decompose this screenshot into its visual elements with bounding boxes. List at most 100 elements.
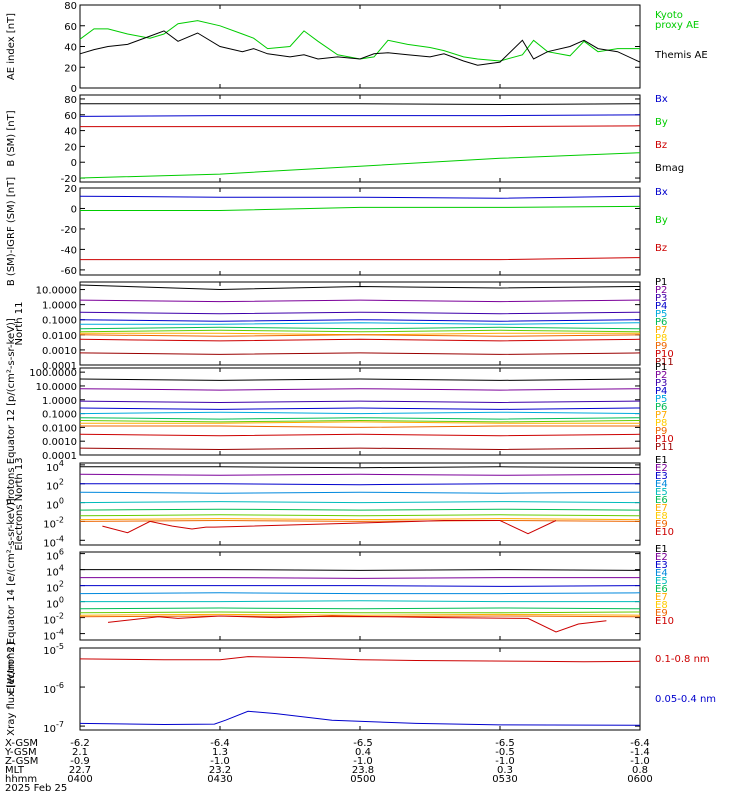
ytick-label: 100	[46, 596, 64, 611]
series-line-p2	[79, 388, 641, 391]
legend-entry: E7	[655, 592, 668, 603]
ytick-label: 20	[64, 63, 77, 74]
legend-entry: E8	[655, 511, 668, 522]
legend-entry: P3	[655, 378, 667, 389]
ytick-label: 0.0010	[42, 437, 77, 448]
series-line-e10	[102, 520, 557, 535]
legend-entry: P2	[655, 285, 667, 296]
legend-entry: P10	[655, 349, 674, 360]
series-line-p4	[79, 319, 641, 322]
series-line-e1	[80, 466, 641, 469]
legend-entry: By	[655, 215, 668, 226]
legend-entry: E8	[655, 600, 668, 611]
legend-entry: P8	[655, 333, 667, 344]
series-line-e5	[80, 600, 640, 603]
ephemeris-row-label: Z-GSM	[5, 756, 38, 767]
legend-entry: P3	[655, 293, 667, 304]
ephemeris-value: -1.4	[630, 747, 650, 758]
panel-8: 10-5 10-6 10-7 Xray flux [W/m^2] 0.1-0.8 nm 0…	[6, 642, 716, 736]
panel-frame	[79, 4, 641, 89]
legend-entry: P7	[655, 325, 667, 336]
ephemeris-value: -1.0	[495, 756, 515, 767]
legend-entry: E3	[655, 560, 668, 571]
ephemeris-value: 0600	[627, 774, 652, 785]
legend-entry: E2	[655, 463, 668, 474]
ephemeris-value: -6.4	[210, 738, 230, 749]
ytick-label: 0.1000	[42, 410, 77, 421]
series-line-p3	[79, 311, 641, 315]
ephemeris-value: 23.8	[352, 765, 374, 776]
series-line-p10	[79, 338, 641, 342]
legend-entry: E9	[655, 608, 668, 619]
series-line-bx	[80, 103, 641, 106]
y-axis-title: B (SM) [nT]	[6, 110, 17, 166]
series-line-p5	[80, 322, 641, 325]
legend-entry: E3	[655, 471, 668, 482]
panel-frame	[79, 647, 641, 731]
legend-entry: E4	[655, 568, 668, 579]
legend-entry: E7	[655, 503, 668, 514]
ytick-label: 40	[64, 43, 77, 54]
legend-entry: E2	[655, 552, 668, 563]
legend-entry: E6	[655, 584, 668, 595]
ytick-label: 100	[46, 497, 64, 512]
ytick-label: 60	[64, 22, 77, 33]
series-line-p3	[79, 400, 641, 404]
panel-frame	[79, 187, 641, 276]
legend-entry: P5	[655, 309, 667, 320]
y-axis-title: Xray flux [W/m^2]	[6, 642, 17, 736]
ytick-label: 100.0000	[29, 368, 77, 379]
ytick-label: 0	[71, 84, 77, 95]
ytick-label: 1.0000	[42, 301, 77, 312]
ephemeris-value: -0.5	[495, 747, 515, 758]
series-line-e9	[79, 519, 641, 522]
ephemeris-row-label: 2025 Feb 25	[5, 783, 67, 794]
legend-entry: By	[655, 117, 668, 128]
legend-entry: E10	[655, 527, 674, 538]
ytick-label: 80	[64, 95, 77, 106]
ytick-label: -60	[61, 266, 77, 277]
series-line-e7	[79, 611, 641, 614]
legend-entry: Themis AE	[654, 50, 708, 61]
legend-entry: P6	[655, 317, 667, 328]
series-line-p9	[80, 425, 640, 428]
panel-frame	[79, 367, 641, 456]
ephemeris-value: 0400	[67, 774, 92, 785]
legend-entry: P7	[655, 410, 667, 421]
legend-entry: Bz	[655, 243, 667, 254]
ephemeris-row-label: X-GSM	[5, 738, 38, 749]
ytick-label: 0.0001	[42, 451, 77, 462]
series-line-kyoto-proxy-ae	[79, 20, 640, 62]
ephemeris-value: -0.9	[70, 756, 90, 767]
ytick-label: 10.0000	[36, 286, 77, 297]
series-line-p11	[79, 352, 641, 355]
series-line-p4	[79, 407, 641, 410]
panel-frame	[79, 94, 641, 183]
panel-2: 80 60 40 20 0 -20 B (SM) [nT] Bx By Bz Bmag	[6, 94, 684, 185]
y-axis-title: Electrons Equator 14 [e/(cm²-s-sr-keV)]	[6, 498, 17, 693]
panel-3: 20 0 -20 -40 -60 B (SM)-IGRF (SM) [nT] Bx By Bz	[6, 177, 668, 286]
legend-entry: P6	[655, 402, 667, 413]
ephemeris-value: -1.0	[630, 756, 650, 767]
series-line-p11	[79, 447, 641, 451]
series-line-0-05-0-4-nm	[79, 710, 641, 726]
ytick-label: 20	[64, 142, 77, 153]
series-line-bx	[79, 195, 641, 199]
ephemeris-value: 22.7	[69, 765, 91, 776]
legend-entry: P11	[655, 357, 674, 368]
ytick-label: 0.0100	[42, 423, 77, 434]
ephemeris-value: 2.1	[72, 747, 88, 758]
panel-5: 100.0000 10.0000 1.0000 0.1000 0.0100 0.0010 0…	[6, 318, 674, 505]
ephemeris-value: 0530	[492, 774, 517, 785]
ephemeris-value: -6.4	[630, 738, 650, 749]
ytick-label: 0.0010	[42, 346, 77, 357]
panel-4: 10.0000 1.0000 0.1000 0.0100 0.0010 0.0001 Nor…	[14, 277, 674, 372]
legend-entry: Bx	[655, 94, 668, 105]
ephemeris-value: 0500	[350, 774, 375, 785]
ephemeris-value: 0.3	[497, 765, 513, 776]
series-line-bz	[80, 257, 641, 261]
legend-entry: E5	[655, 576, 668, 587]
